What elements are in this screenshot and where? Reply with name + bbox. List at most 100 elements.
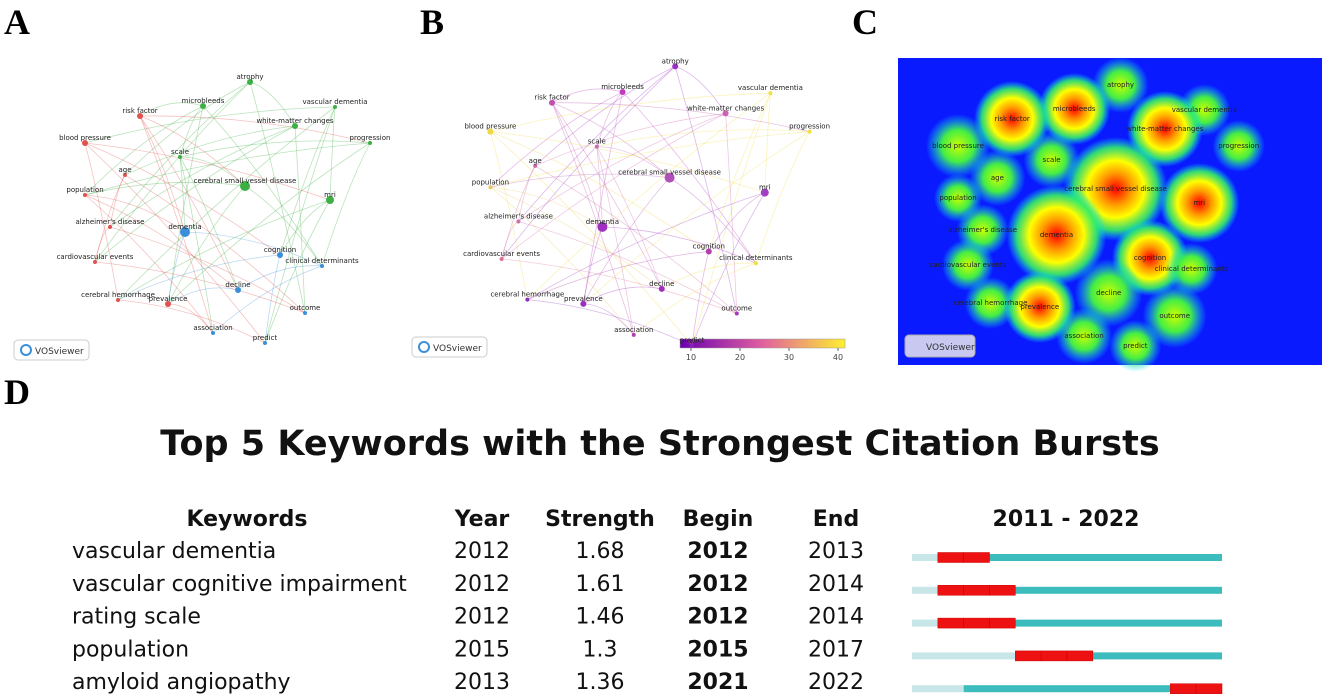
density-blob — [941, 239, 994, 291]
edge — [633, 262, 756, 336]
edge — [501, 258, 737, 314]
node-label: prevalence — [564, 295, 603, 303]
edge — [527, 251, 709, 300]
edge — [139, 115, 371, 144]
node-label: prevalence — [149, 295, 188, 303]
edge — [94, 174, 126, 263]
timeline-header: 2011 - 2022 — [993, 507, 1140, 532]
node-label: microbleeds — [601, 83, 644, 91]
keyword: vascular dementia — [72, 539, 276, 564]
node-label: cerebral small vessel disease — [618, 169, 721, 177]
edge — [534, 65, 676, 167]
brand-badge — [904, 334, 976, 358]
node — [292, 123, 298, 129]
edge — [582, 91, 623, 304]
node-label: decline — [649, 280, 674, 288]
edge — [167, 287, 239, 305]
node — [326, 196, 334, 204]
edge — [117, 106, 336, 301]
node — [165, 301, 171, 307]
begin: 2012 — [687, 572, 748, 597]
node-label: cerebral hemorrhage — [81, 291, 155, 299]
node-label: blood pressure — [464, 123, 516, 131]
strength: 1.61 — [576, 572, 625, 597]
pre-period — [912, 586, 938, 594]
edge — [551, 102, 663, 290]
edge — [551, 88, 623, 104]
node-label: blood pressure — [932, 142, 984, 150]
node-label: dementia — [168, 223, 201, 231]
node — [263, 341, 267, 345]
edge — [596, 146, 603, 227]
edge — [674, 66, 738, 314]
node-label: association — [614, 326, 653, 334]
edge — [622, 91, 757, 264]
brand-badge — [13, 339, 90, 361]
colorbar-tick-label: 40 — [833, 353, 843, 362]
node-label: atrophy — [1107, 81, 1134, 89]
node-label: blood pressure — [59, 134, 111, 142]
edge — [117, 299, 266, 344]
edge — [237, 265, 323, 291]
edge — [535, 113, 726, 167]
density-blob — [1159, 163, 1240, 243]
edge — [279, 106, 336, 256]
edge — [139, 115, 214, 334]
node-label: population — [472, 178, 509, 186]
node-label: progression — [1218, 142, 1259, 150]
edge — [527, 92, 771, 300]
node — [368, 141, 372, 145]
panel-label: A — [4, 2, 30, 42]
edge — [725, 113, 738, 314]
edge — [167, 105, 204, 305]
node-label: cerebral small vessel disease — [1064, 185, 1167, 193]
node — [320, 264, 324, 268]
edge — [212, 265, 323, 334]
edge — [84, 142, 281, 256]
active-period — [937, 554, 1222, 561]
edge — [117, 199, 331, 301]
begin: 2021 — [687, 670, 748, 695]
year: 2012 — [454, 539, 510, 564]
node-label: decline — [1096, 289, 1121, 297]
edge — [124, 174, 306, 314]
colorbar-tick-label: 10 — [686, 353, 696, 362]
node-label: cardiovascular events — [463, 250, 540, 258]
node-label: association — [1064, 332, 1103, 340]
burst-cell — [937, 617, 964, 629]
node-label: age — [991, 174, 1004, 182]
pre-period — [912, 685, 964, 693]
edge — [84, 142, 266, 344]
year: 2015 — [454, 637, 510, 662]
node — [277, 252, 283, 258]
edge — [179, 156, 186, 233]
density-blob — [964, 277, 1017, 329]
edge — [167, 303, 214, 334]
density-blob — [969, 150, 1026, 206]
edge — [490, 186, 603, 228]
active-period — [937, 619, 1222, 627]
edge — [551, 102, 810, 132]
edge — [691, 251, 710, 346]
node-label: cerebral hemorrhage — [954, 299, 1028, 307]
node-label: mri — [1193, 199, 1205, 207]
brand-name: VOSviewer — [433, 344, 482, 354]
node-label: alzheimer's disease — [948, 226, 1017, 234]
edge — [490, 131, 810, 188]
burst-cell — [989, 617, 1016, 629]
edge — [518, 113, 726, 222]
edge — [551, 102, 603, 227]
edge — [167, 142, 371, 305]
edge — [596, 146, 663, 290]
node-label: microbleeds — [1053, 105, 1096, 113]
edge — [669, 177, 757, 264]
node-label: progression — [350, 134, 391, 142]
node — [247, 79, 253, 85]
node-label: white-matter changes — [1126, 125, 1203, 133]
colorbar-tick-label: 30 — [784, 353, 794, 362]
edge — [551, 102, 670, 178]
edge — [691, 92, 771, 346]
edge — [583, 286, 662, 305]
node — [734, 311, 739, 316]
node-label: association — [193, 324, 232, 332]
